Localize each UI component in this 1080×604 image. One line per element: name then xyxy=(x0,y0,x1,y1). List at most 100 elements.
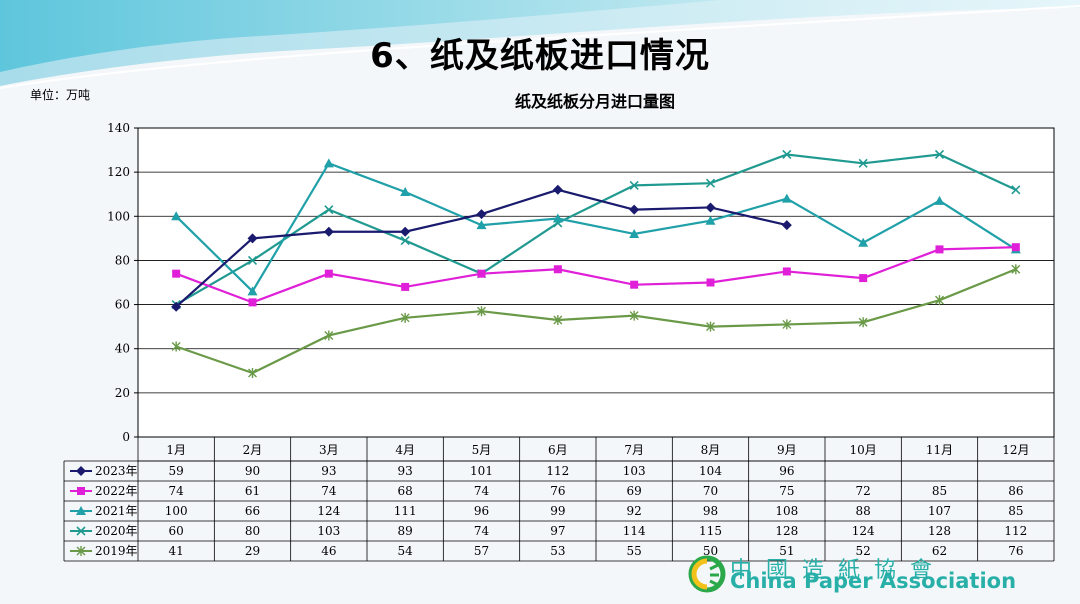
marker-x-stroke xyxy=(782,149,792,160)
marker-star xyxy=(629,310,639,321)
data-label: 114 xyxy=(623,524,646,538)
marker-diamond xyxy=(323,226,334,237)
x-category-label: 5月 xyxy=(472,443,492,457)
marker-square xyxy=(782,267,791,276)
y-tick-label: 0 xyxy=(122,430,130,444)
data-label: 97 xyxy=(550,524,565,538)
marker-star-stroke xyxy=(248,367,257,378)
marker-triangle xyxy=(76,506,86,515)
y-tick-label: 20 xyxy=(115,386,130,400)
series-2023年 xyxy=(171,184,792,312)
cpa-logo-icon xyxy=(688,555,726,593)
plot-area xyxy=(137,127,1055,438)
marker-triangle xyxy=(858,237,869,247)
table-row: 2022年 74 61 74 68 74 76 69 70 75 72 85 86 xyxy=(70,484,1023,498)
data-label: 103 xyxy=(317,524,340,538)
data-label: 55 xyxy=(627,544,642,558)
china-paper-association-logo: 中國造紙協會 China Paper Association xyxy=(688,554,1068,594)
unit-label: 单位：万吨 xyxy=(30,88,91,102)
table-row: 2023年 59 90 93 93 101 112 103 104 96 xyxy=(70,464,794,478)
marker-x-stroke xyxy=(934,149,945,160)
series-line xyxy=(175,246,1016,304)
data-label: 128 xyxy=(775,524,798,538)
marker-star xyxy=(171,341,181,352)
marker-star xyxy=(400,312,410,323)
marker-x xyxy=(247,255,258,265)
marker-square xyxy=(477,269,486,278)
data-label: 88 xyxy=(856,504,871,518)
marker-triangle xyxy=(400,187,411,197)
series-2021年 xyxy=(171,158,1021,296)
marker-star-stroke xyxy=(324,330,334,341)
data-label: 52 xyxy=(856,544,871,558)
data-label: 72 xyxy=(856,484,871,498)
data-label: 124 xyxy=(852,524,875,538)
marker-star-stroke xyxy=(629,310,639,321)
marker-diamond xyxy=(781,220,792,231)
marker-diamond xyxy=(400,226,411,237)
data-label: 66 xyxy=(245,504,260,518)
marker-star xyxy=(248,367,257,378)
data-label: 112 xyxy=(546,464,569,478)
data-label: 100 xyxy=(165,504,188,518)
data-label: 101 xyxy=(470,464,493,478)
legend-label: 2022年 xyxy=(95,484,138,498)
marker-triangle xyxy=(171,211,182,221)
data-label: 80 xyxy=(245,524,260,538)
marker-x xyxy=(400,235,410,246)
data-label: 57 xyxy=(474,544,489,558)
data-label: 50 xyxy=(703,544,718,558)
marker-x xyxy=(705,178,716,188)
data-label: 99 xyxy=(550,504,565,518)
marker-x-stroke xyxy=(1011,185,1021,195)
x-category-label: 10月 xyxy=(850,443,877,457)
marker-x-stroke xyxy=(76,526,86,536)
legend-label: 2020年 xyxy=(95,524,138,538)
x-category-label: 2月 xyxy=(243,443,263,457)
marker-x xyxy=(76,526,86,536)
y-tick-label: 120 xyxy=(107,165,130,179)
marker-x xyxy=(934,149,945,160)
x-category-label: 11月 xyxy=(926,443,953,457)
marker-square xyxy=(1011,243,1020,252)
data-label: 59 xyxy=(169,464,184,478)
marker-star-stroke xyxy=(706,321,715,332)
data-label: 86 xyxy=(1008,484,1023,498)
marker-square xyxy=(859,274,868,283)
legend-label: 2019年 xyxy=(95,544,138,558)
table-row: 2021年 100 66 124 111 96 99 92 98 108 88 107 85 xyxy=(70,504,1023,518)
series-2019年 xyxy=(171,264,1021,378)
x-category-label: 6月 xyxy=(548,443,568,457)
marker-star xyxy=(76,546,86,556)
data-label: 29 xyxy=(245,544,260,558)
marker-x xyxy=(782,149,792,160)
data-label: 62 xyxy=(932,544,947,558)
marker-x-stroke xyxy=(400,235,410,246)
marker-triangle xyxy=(323,158,334,168)
marker-triangle xyxy=(705,215,716,225)
marker-x-stroke xyxy=(705,178,716,188)
marker-star-stroke xyxy=(400,312,410,323)
marker-star xyxy=(935,295,944,306)
x-category-label: 8月 xyxy=(701,443,721,457)
table-row: 2019年 41 29 46 54 57 53 55 50 51 52 62 76 xyxy=(70,544,1023,558)
data-label: 68 xyxy=(398,484,413,498)
data-label: 108 xyxy=(775,504,798,518)
data-label: 61 xyxy=(245,484,260,498)
data-label: 90 xyxy=(245,464,260,478)
marker-star-stroke xyxy=(171,341,181,352)
data-label: 111 xyxy=(394,504,417,518)
marker-diamond xyxy=(76,466,86,476)
y-tick-label: 100 xyxy=(107,209,130,223)
marker-triangle xyxy=(934,195,945,205)
logo-english-text: China Paper Association xyxy=(730,569,1017,593)
series-line xyxy=(175,153,1017,306)
marker-star xyxy=(858,317,868,328)
data-label: 69 xyxy=(627,484,642,498)
data-label: 93 xyxy=(321,464,336,478)
data-label: 104 xyxy=(699,464,722,478)
marker-star xyxy=(324,330,334,341)
marker-x xyxy=(629,180,639,190)
